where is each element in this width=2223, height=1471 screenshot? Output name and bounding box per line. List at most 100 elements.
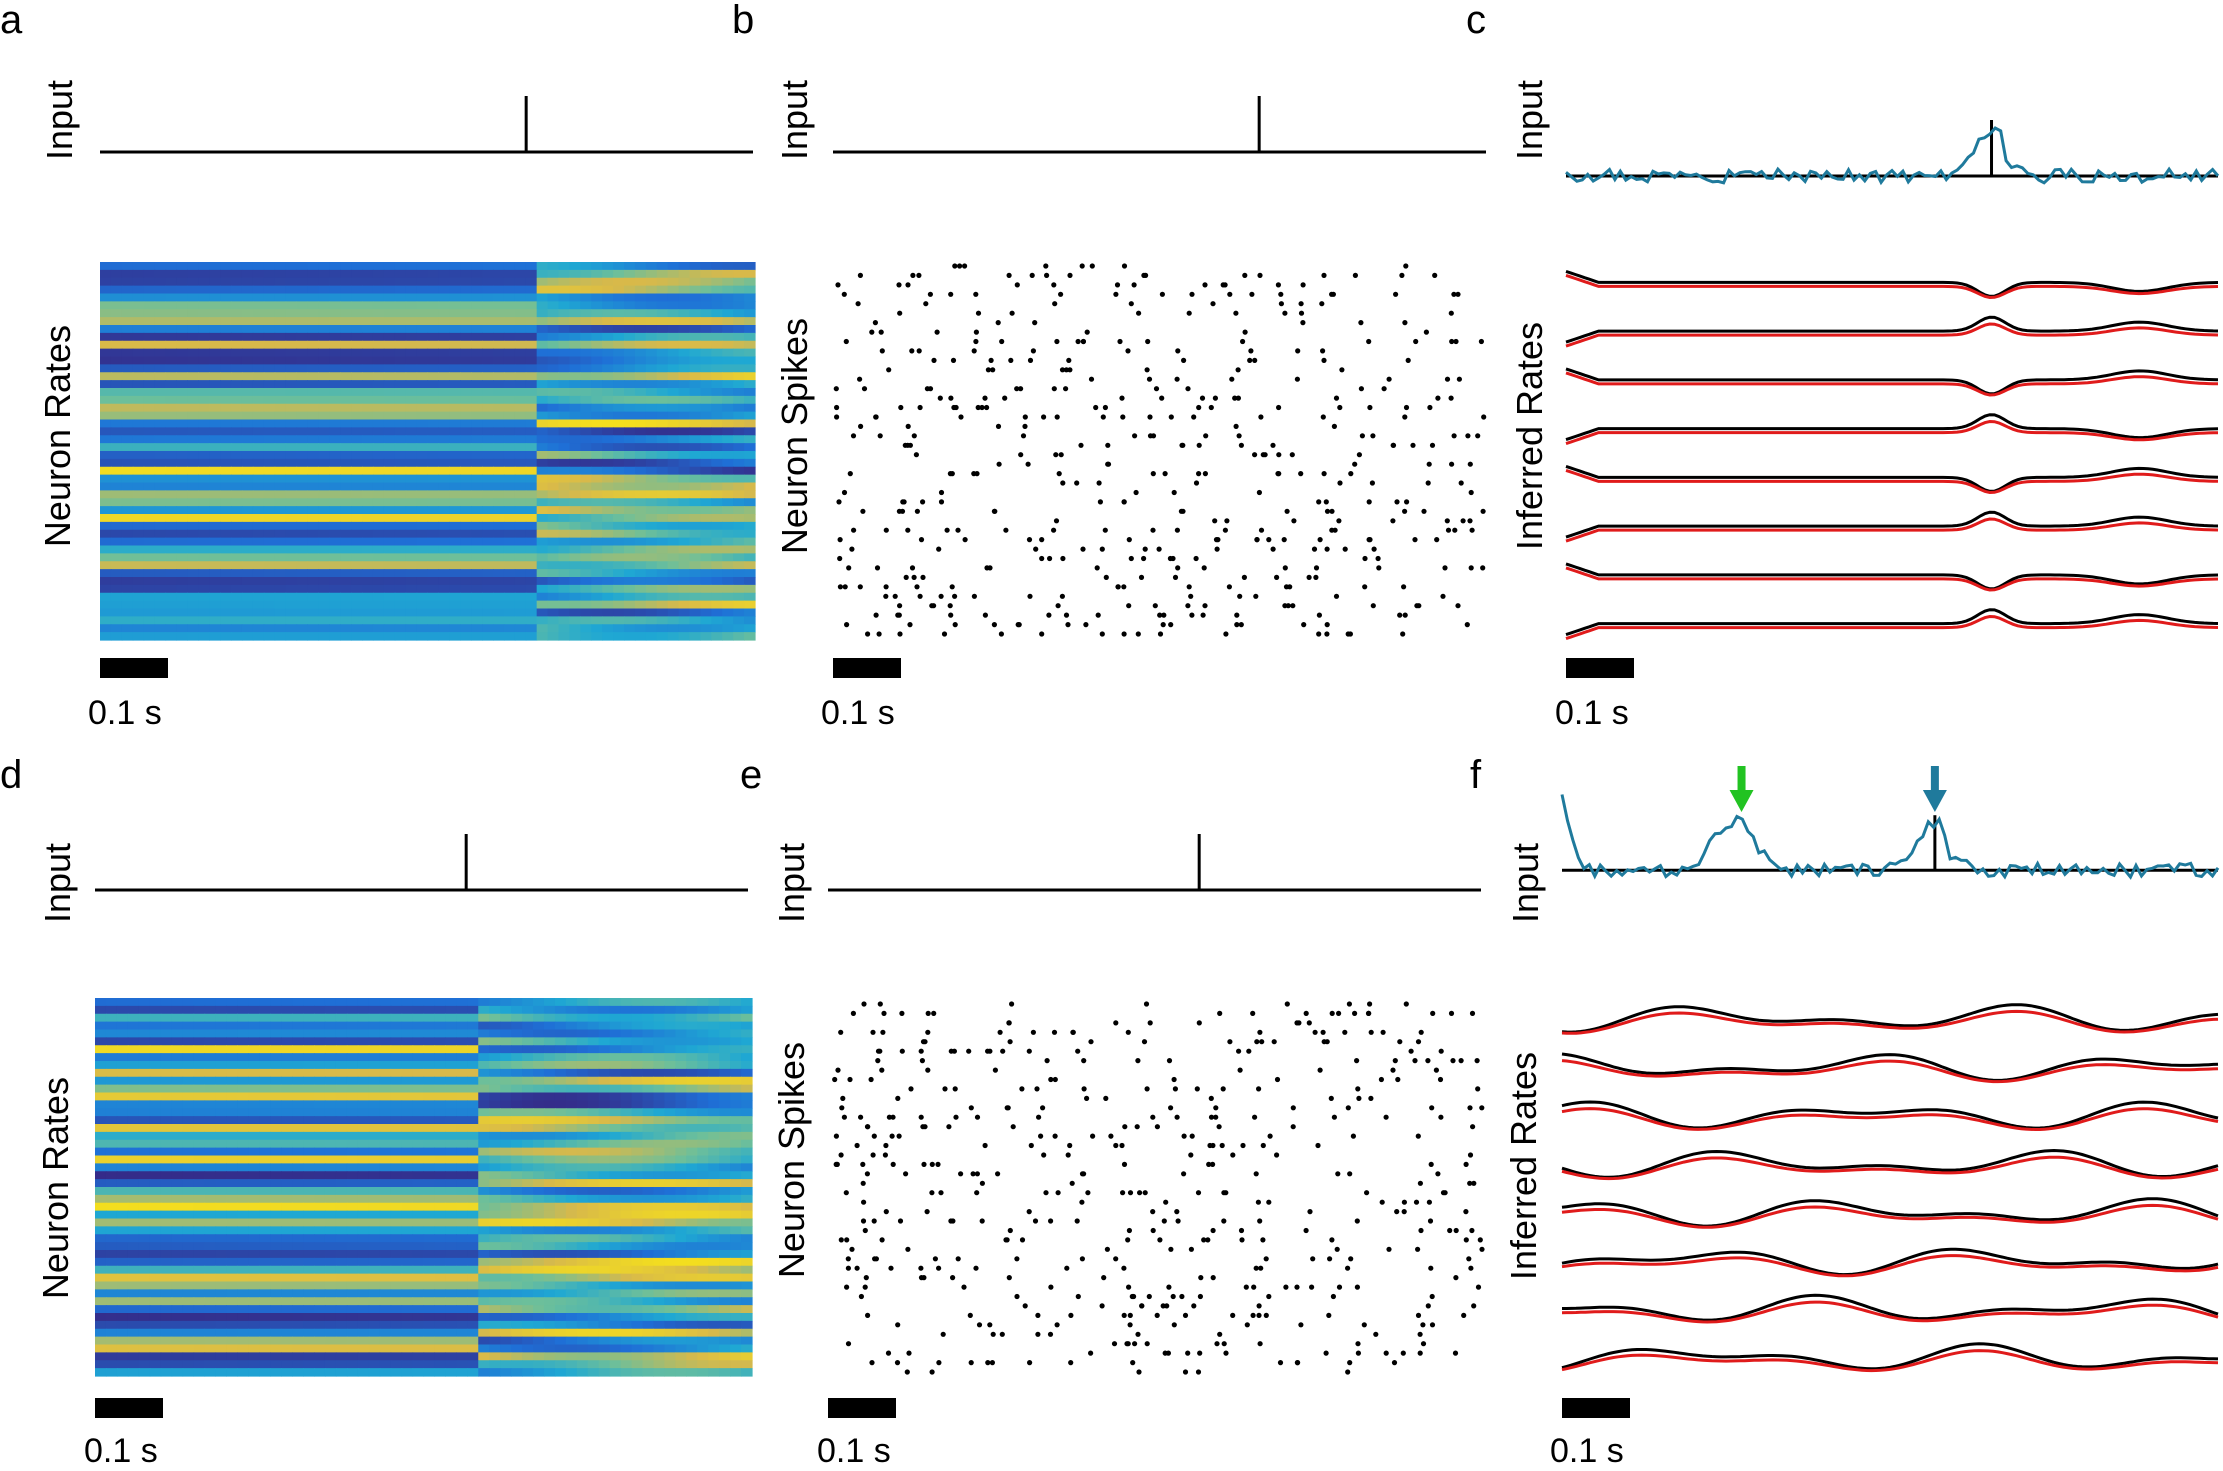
heat-cell [482,294,494,302]
heat-cell [270,1124,282,1132]
heat-cell [711,475,723,483]
heat-cell [657,616,669,624]
heat-cell [428,435,440,443]
heat-cell [369,1124,381,1132]
heat-cell [700,262,712,270]
spike-dot [1132,282,1137,287]
heat-cell [690,435,702,443]
heat-cell [155,443,167,451]
heat-cell [226,1077,238,1085]
heat-cell [599,1030,611,1038]
heat-cell [417,443,429,451]
heat-cell [215,1006,227,1014]
spike-dot [948,613,953,618]
heat-cell [635,294,647,302]
heat-cell [533,1156,545,1164]
heat-cell [395,278,407,286]
heat-cell [242,459,254,467]
heat-cell [406,396,418,404]
heat-cell [613,388,625,396]
heat-cell [668,483,680,491]
heat-cell [220,451,232,459]
heat-cell [613,372,625,380]
heat-cell [417,435,429,443]
heat-cell [643,1037,655,1045]
heat-cell [643,1030,655,1038]
heat-cell [318,427,330,435]
heat-cell [438,561,450,569]
heat-cell [559,593,571,601]
heat-cell [566,1006,578,1014]
heat-cell [537,530,549,538]
heat-cell [133,364,145,372]
heat-cell [686,1148,698,1156]
spike-dot [1334,396,1339,401]
heat-cell [537,404,549,412]
spike-dot [1132,433,1137,438]
heat-cell [325,1124,337,1132]
heat-cell [624,396,636,404]
heat-cell [635,341,647,349]
heat-cell [621,1030,633,1038]
heat-cell [351,632,363,640]
heat-cell [340,349,352,357]
heat-cell [329,388,341,396]
heat-cell [406,475,418,483]
spike-dot [1136,311,1141,316]
heat-cell [544,1037,556,1045]
heat-cell [373,490,385,498]
heat-cell [362,569,374,577]
heat-cell [733,569,745,577]
heat-cell [231,553,243,561]
heat-cell [730,1195,742,1203]
heat-cell [544,1156,556,1164]
spike-dot [1223,631,1228,636]
heat-cell [515,601,527,609]
heat-cell [194,1148,206,1156]
heat-cell [449,616,461,624]
heat-cell [205,1156,217,1164]
heat-cell [493,262,505,270]
heat-cell [602,538,614,546]
heat-cell [588,1100,600,1108]
heat-cell [194,1053,206,1061]
heat-cell [643,1132,655,1140]
heat-cell [428,601,440,609]
heat-cell [456,1195,468,1203]
heat-cell [668,420,680,428]
heat-cell [544,1045,556,1053]
heat-cell [456,1124,468,1132]
heat-cell [657,357,669,365]
heat-cell [336,1061,348,1069]
heat-cell [438,585,450,593]
heat-cell [144,325,156,333]
heat-cell [106,1077,118,1085]
heat-cell [686,998,698,1006]
heat-cell [489,1085,501,1093]
heat-cell [653,1140,665,1148]
heat-cell [406,435,418,443]
heat-cell [215,1045,227,1053]
heat-cell [424,1140,436,1148]
heat-cell [635,553,647,561]
heat-cell [209,475,221,483]
spike-dot [1252,358,1257,363]
heat-cell [456,1061,468,1069]
heat-cell [314,1006,326,1014]
spike-dot [996,320,1001,325]
heat-cell [307,483,319,491]
heat-cell [580,561,592,569]
heat-cell [613,585,625,593]
heat-cell [144,364,156,372]
heat-cell [340,404,352,412]
heat-cell [733,380,745,388]
heat-cell [526,530,538,538]
heat-cell [675,1053,687,1061]
heat-cell [697,1179,709,1187]
heat-cell [205,1053,217,1061]
heat-cell [187,490,199,498]
heat-cell [106,1053,118,1061]
heat-cell [122,262,134,270]
heat-cell [220,585,232,593]
heat-cell [155,349,167,357]
